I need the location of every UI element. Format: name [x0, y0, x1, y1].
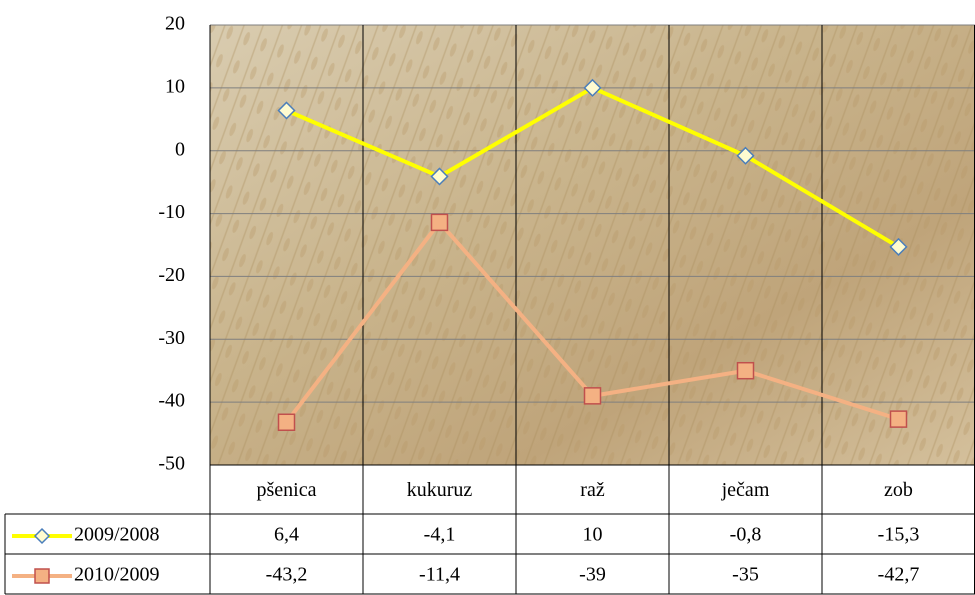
point	[430, 167, 449, 186]
legend-label: 2010/2009	[74, 564, 160, 586]
table-value: -0,8	[730, 524, 762, 546]
y-tick-label: -20	[158, 264, 185, 286]
y-tick-label: -10	[158, 201, 185, 223]
table-value: 6,4	[274, 524, 299, 546]
table-value: -43,2	[266, 564, 308, 586]
point	[583, 387, 602, 405]
legend-marker	[33, 527, 51, 545]
table-value: -4,1	[424, 524, 456, 546]
table-value: -15,3	[878, 524, 920, 546]
table-value: -35	[732, 564, 759, 586]
x-tick-label: raž	[580, 479, 605, 501]
y-tick-label: 20	[165, 13, 185, 35]
point	[889, 237, 908, 256]
y-tick-label: -30	[158, 327, 185, 349]
table-value: 10	[583, 524, 603, 546]
point	[430, 213, 449, 232]
point	[277, 101, 296, 120]
table-value: -11,4	[419, 564, 460, 586]
y-tick-label: 0	[175, 138, 185, 160]
x-tick-label: zob	[884, 479, 913, 501]
legend-marker	[34, 568, 50, 584]
point	[583, 78, 602, 97]
point	[889, 410, 908, 428]
y-tick-label: -40	[158, 390, 185, 412]
table-value: -39	[579, 564, 606, 586]
y-tick-label: -50	[158, 453, 185, 475]
point	[736, 146, 755, 165]
x-tick-label: pšenica	[257, 479, 317, 501]
y-tick-label: 10	[165, 75, 185, 97]
x-tick-label: kukuruz	[407, 479, 473, 501]
point	[736, 361, 755, 380]
table-value: -42,7	[878, 564, 920, 586]
legend-label: 2009/2008	[74, 524, 160, 546]
point	[277, 413, 296, 432]
x-tick-label: ječam	[721, 479, 770, 501]
